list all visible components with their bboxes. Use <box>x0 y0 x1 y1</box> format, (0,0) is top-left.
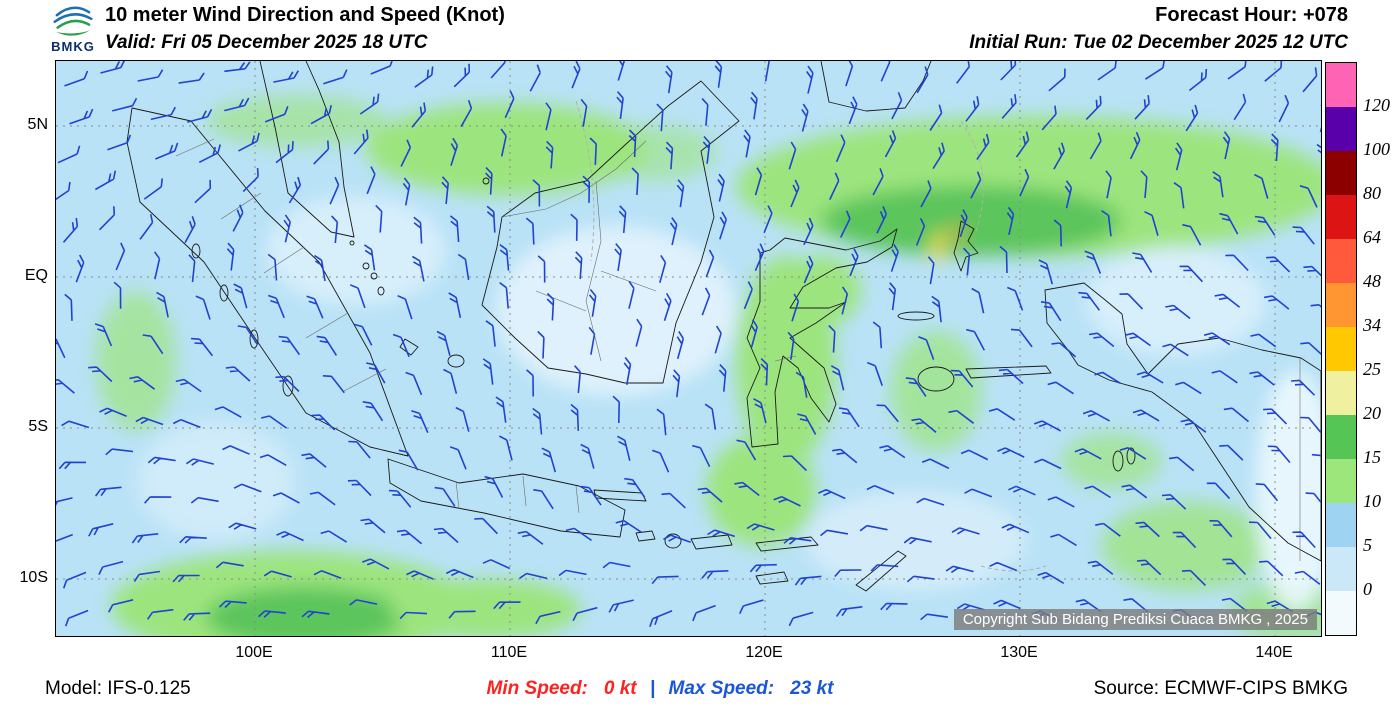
lon-label-100E: 100E <box>235 644 273 661</box>
initial-run: Initial Run: Tue 02 December 2025 12 UTC <box>969 32 1348 53</box>
page-title: 10 meter Wind Direction and Speed (Knot) <box>105 4 505 26</box>
bangka-coast <box>399 338 419 356</box>
max-speed-label: Max Speed: <box>668 678 775 699</box>
speed-separator: | <box>649 678 656 699</box>
timor-coast <box>855 550 907 592</box>
colorbar-tick-0: 0 <box>1363 579 1372 599</box>
mentawai-2 <box>219 284 229 302</box>
malay-peninsula-coast <box>259 61 355 238</box>
colorbar-band <box>1326 239 1356 283</box>
wind-speed-shading-layer <box>96 95 1321 636</box>
sula-islands <box>897 311 935 321</box>
coastline-layer <box>126 61 1321 592</box>
min-speed-label: Min Speed: <box>486 678 588 699</box>
lat-label-5N: 5N <box>27 115 48 133</box>
colorbar-tick-15: 15 <box>1363 447 1381 467</box>
colorbar-tick-120: 120 <box>1363 95 1390 115</box>
mentawai-3 <box>249 329 259 349</box>
belitung-coast <box>447 354 465 368</box>
mentawai-1 <box>191 243 201 259</box>
lat-label-5S: 5S <box>28 417 48 435</box>
colorbar-tick-80: 80 <box>1363 183 1381 203</box>
lat-label-10S: 10S <box>19 568 48 586</box>
colorbar-tick-25: 25 <box>1363 359 1381 379</box>
bali-coast <box>635 530 656 542</box>
colorbar-band <box>1326 107 1356 151</box>
colorbar-band <box>1326 503 1356 547</box>
colorbar-band <box>1326 195 1356 239</box>
colorbar-band <box>1326 151 1356 195</box>
colorbar-tick-5: 5 <box>1363 535 1372 555</box>
colorbar-band <box>1326 371 1356 415</box>
maritime-boundary-layer <box>575 100 1047 572</box>
halmahera-coast <box>953 220 979 272</box>
lon-label-130E: 130E <box>1000 644 1038 661</box>
lon-label-120E: 120E <box>745 644 783 661</box>
colorbar-band <box>1326 63 1356 107</box>
sumbawa-coast <box>690 534 733 550</box>
source-label: Source: ECMWF-CIPS BMKG <box>1093 678 1348 699</box>
colorbar-tick-100: 100 <box>1363 139 1390 159</box>
copyright-notice: Copyright Sub Bidang Prediksi Cuaca BMKG… <box>953 609 1317 630</box>
lombok-coast <box>664 533 682 549</box>
speed-summary: Min Speed: 0 kt | Max Speed: 23 kt <box>0 678 1320 700</box>
kai-aru-1 <box>1112 450 1124 472</box>
mindanao-coast <box>820 61 932 112</box>
map-frame: Copyright Sub Bidang Prediksi Cuaca BMKG… <box>55 60 1322 637</box>
lat-label-EQ: EQ <box>24 266 48 284</box>
lon-label-110E: 110E <box>490 644 528 661</box>
buru-coast <box>917 366 955 392</box>
colorbar-band <box>1326 327 1356 371</box>
header-right: Forecast Hour: +078 Initial Run: Tue 02 … <box>969 4 1348 54</box>
wind-barbs <box>56 61 1321 628</box>
sumatra-coast <box>126 107 409 457</box>
colorbar-tick-64: 64 <box>1363 227 1381 247</box>
colorbar-band <box>1326 547 1356 591</box>
colorbar-tick-20: 20 <box>1363 403 1381 423</box>
bmkg-logo: BMKG <box>44 2 102 58</box>
java-coast <box>387 458 626 538</box>
natuna-island <box>482 177 490 185</box>
colorbar-band <box>1326 459 1356 503</box>
riau-island-3 <box>377 286 385 296</box>
map-canvas <box>56 61 1321 636</box>
bmkg-logo-icon <box>53 6 93 36</box>
colorbar-band <box>1326 415 1356 459</box>
colorbar-tick-48: 48 <box>1363 271 1381 291</box>
min-speed-value: 0 kt <box>603 678 637 699</box>
riau-island-1 <box>362 262 370 270</box>
sumba-coast <box>755 571 789 585</box>
colorbar-band <box>1326 591 1356 635</box>
max-speed-value: 23 kt <box>790 678 834 699</box>
sulawesi-coast <box>746 228 898 448</box>
singapore-island <box>349 240 355 246</box>
forecast-hour: Forecast Hour: +078 <box>1155 4 1348 26</box>
wind-barbs-layer <box>56 61 1321 628</box>
colorbar <box>1325 62 1357 636</box>
lon-label-140E: 140E <box>1255 644 1293 661</box>
bmkg-logo-text: BMKG <box>51 39 95 54</box>
valid-time: Valid: Fri 05 December 2025 18 UTC <box>105 32 428 53</box>
flores-coast <box>755 536 819 552</box>
graticule-layer <box>56 61 1321 636</box>
model-label: Model: IFS-0.125 <box>45 678 191 699</box>
admin-boundary-layer <box>175 138 1301 561</box>
papua-coast <box>1044 282 1321 562</box>
colorbar-tick-34: 34 <box>1363 315 1381 335</box>
seram-coast <box>965 365 1052 379</box>
borneo-coast <box>481 80 740 384</box>
kai-aru-2 <box>1126 447 1136 465</box>
riau-island-2 <box>370 272 378 280</box>
colorbar-band <box>1326 283 1356 327</box>
colorbar-tick-10: 10 <box>1363 491 1381 511</box>
